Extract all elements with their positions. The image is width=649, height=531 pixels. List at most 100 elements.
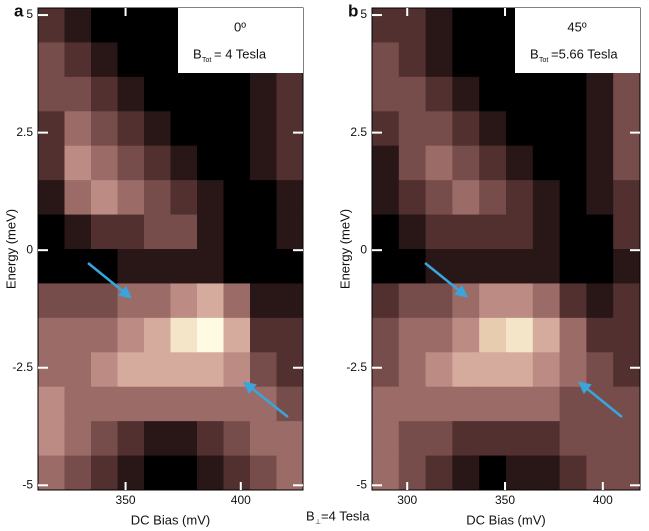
heatmap-cell [117,249,145,284]
heatmap-cell [452,214,480,250]
inset-angle: 45º [567,19,586,34]
heatmap-cell [91,111,118,147]
heatmap-cell [144,455,171,491]
heatmap-cell [425,8,453,43]
heatmap-cell [452,249,480,284]
y-tick-label: -2.5 [346,360,367,374]
heatmap-cell [170,111,198,147]
heatmap-cell [170,386,198,422]
heatmap-cell [170,180,198,216]
heatmap-cell [398,455,427,491]
heatmap-cell [425,455,453,491]
heatmap-cell [223,283,251,319]
heatmap-cell [586,180,614,216]
heatmap-cell [38,76,65,112]
heatmap-cell [398,8,427,43]
heatmap-cell [372,283,400,319]
heatmap-cell [117,76,145,112]
heatmap-cell [532,352,561,388]
heatmap-cell [276,421,304,457]
heatmap-cell [532,180,561,216]
heatmap-cell [197,76,224,112]
heatmap-cell [425,386,453,422]
heatmap-cell [479,76,507,112]
heatmap-cell [452,111,480,147]
heatmap-cell [559,180,587,216]
heatmap-cell [64,111,92,147]
heatmap-cell [452,421,480,457]
heatmap-cell [479,249,507,284]
heatmap-cell [91,317,118,353]
heatmap-cell [170,421,198,457]
heatmap-cell [372,214,400,250]
inset-field-b: B [530,46,539,61]
heatmap-cell [144,386,171,422]
heatmap-cell [223,214,251,250]
heatmap-cell [276,180,304,216]
x-tick-label: 400 [231,493,251,507]
heatmap-cell [506,352,534,388]
heatmap-cell [586,145,614,181]
heatmap-cell [372,386,400,422]
arrow [243,381,289,418]
heatmap-cell [452,76,480,112]
heatmap-cell [372,8,400,43]
heatmap-cell [197,145,224,181]
heatmap-cell [144,42,171,78]
inset-box [178,8,303,73]
heatmap-cell [117,145,145,181]
heatmap-cell [223,111,251,147]
heatmap-cell [398,76,427,112]
heatmap-cell [91,386,118,422]
heatmap-cell [144,111,171,147]
heatmap-cell [479,42,507,78]
heatmap-cell [117,421,145,457]
heatmap-cell [38,421,65,457]
heatmap-cell [479,317,507,353]
heatmap-cell [372,421,400,457]
heatmap-cell [197,111,224,147]
heatmap-cell [223,145,251,181]
arrow [424,262,468,298]
heatmap-cell [559,214,587,250]
heatmap-cell [38,283,65,319]
heatmap-cell [250,283,277,319]
heatmap-cell [64,180,92,216]
inset-field-text: = 4 Tesla [214,46,267,61]
heatmap-cell [586,455,614,491]
heatmap-cell [398,214,427,250]
heatmap-cell [170,455,198,491]
heatmap-cell [586,214,614,250]
heatmap-cell [276,145,304,181]
heatmap-cell [532,249,561,284]
heatmap-cell [64,283,92,319]
heatmap-cell [425,42,453,78]
heatmap-cell [197,214,224,250]
heatmap-cell [38,317,65,353]
heatmap-cell [372,180,400,216]
heatmap-cell [506,283,534,319]
heatmap-cell [144,180,171,216]
heatmap-cell [613,214,641,250]
heatmap-cell [398,111,427,147]
heatmap-cell [64,352,92,388]
heatmap-cell [170,283,198,319]
heatmap-cell [38,249,65,284]
heatmap-cell [197,317,224,353]
heatmap-cell [532,317,561,353]
inset-field-b: B [193,46,202,61]
heatmap-cell [559,249,587,284]
heatmap-cell [479,283,507,319]
heatmap-cell [398,145,427,181]
x-tick-label: 400 [593,493,613,507]
y-tick-label: 5 [26,7,33,21]
heatmap-cell [425,180,453,216]
heatmap-cell [532,386,561,422]
heatmap-cell [532,455,561,491]
heatmap-cell [223,386,251,422]
heatmap-cell [559,145,587,181]
heatmap-cell [425,283,453,319]
heatmap-cell [117,180,145,216]
heatmap-cell [613,352,641,388]
heatmap-cell [425,76,453,112]
